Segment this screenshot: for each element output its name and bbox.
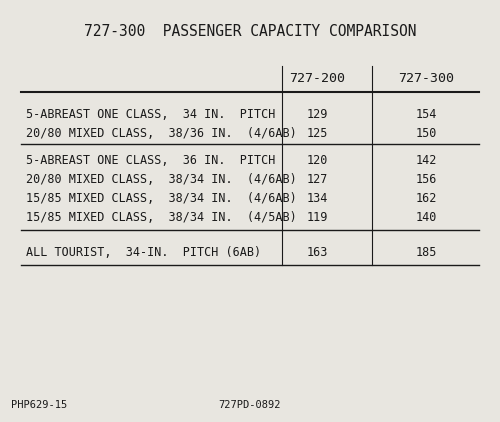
Text: 150: 150 [416,127,437,140]
Text: 20/80 MIXED CLASS,  38/36 IN.  (4/6AB): 20/80 MIXED CLASS, 38/36 IN. (4/6AB) [26,127,297,140]
Text: 727PD-0892: 727PD-0892 [219,400,281,410]
Text: ALL TOURIST,  34-IN.  PITCH (6AB): ALL TOURIST, 34-IN. PITCH (6AB) [26,246,262,260]
Text: 156: 156 [416,173,437,186]
Text: 120: 120 [306,154,328,167]
Text: 140: 140 [416,211,437,224]
Text: 129: 129 [306,108,328,121]
Text: 119: 119 [306,211,328,224]
Text: 142: 142 [416,154,437,167]
Text: 15/85 MIXED CLASS,  38/34 IN.  (4/5AB): 15/85 MIXED CLASS, 38/34 IN. (4/5AB) [26,211,297,224]
Text: PHP629-15: PHP629-15 [12,400,68,410]
Text: 154: 154 [416,108,437,121]
Text: 163: 163 [306,246,328,260]
Text: 5-ABREAST ONE CLASS,  34 IN.  PITCH: 5-ABREAST ONE CLASS, 34 IN. PITCH [26,108,276,121]
Text: 125: 125 [306,127,328,140]
Text: 727-200: 727-200 [289,73,345,85]
Text: 127: 127 [306,173,328,186]
Text: 134: 134 [306,192,328,205]
Text: 727-300: 727-300 [398,73,454,85]
Text: 727-300  PASSENGER CAPACITY COMPARISON: 727-300 PASSENGER CAPACITY COMPARISON [84,24,416,39]
Text: 162: 162 [416,192,437,205]
Text: 5-ABREAST ONE CLASS,  36 IN.  PITCH: 5-ABREAST ONE CLASS, 36 IN. PITCH [26,154,276,167]
Text: 20/80 MIXED CLASS,  38/34 IN.  (4/6AB): 20/80 MIXED CLASS, 38/34 IN. (4/6AB) [26,173,297,186]
Text: 185: 185 [416,246,437,260]
Text: 15/85 MIXED CLASS,  38/34 IN.  (4/6AB): 15/85 MIXED CLASS, 38/34 IN. (4/6AB) [26,192,297,205]
